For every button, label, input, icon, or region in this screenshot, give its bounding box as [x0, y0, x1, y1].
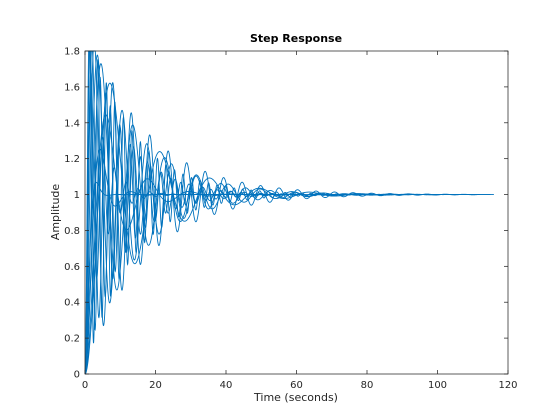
series-layer: [84, 50, 494, 375]
y-tick-label: 0.8: [64, 226, 80, 237]
y-tick-label: 0.4: [64, 298, 80, 309]
x-tick-label: 0: [82, 380, 88, 391]
y-tick-label: 0.6: [64, 262, 80, 273]
y-tick-label: 0.2: [64, 334, 80, 345]
x-tick-label: 20: [149, 380, 162, 391]
y-tick-label: 1.8: [64, 47, 80, 58]
y-tick-label: 1.6: [64, 82, 80, 93]
x-tick-label: 80: [361, 380, 374, 391]
chart-title: Step Response: [250, 32, 342, 45]
y-axis-label: Amplitude: [49, 184, 62, 241]
y-tick-label: 1.2: [64, 154, 80, 165]
x-tick-label: 60: [290, 380, 303, 391]
x-tick-label: 120: [498, 380, 517, 391]
x-tick-label: 40: [220, 380, 233, 391]
x-axis-label: Time (seconds): [253, 391, 338, 404]
y-ticks: 0 0.2 0.4 0.6 0.8 1 1.2 1.4 1.6 1.8: [64, 47, 508, 381]
step-response-line-11: [84, 50, 494, 375]
x-tick-label: 100: [428, 380, 447, 391]
y-tick-label: 1.4: [64, 118, 80, 129]
y-tick-label: 1: [74, 190, 80, 201]
x-ticks: 0 20 40 60 80 100 120: [82, 51, 518, 391]
y-tick-label: 0: [74, 370, 80, 381]
plot-area: [85, 51, 508, 374]
